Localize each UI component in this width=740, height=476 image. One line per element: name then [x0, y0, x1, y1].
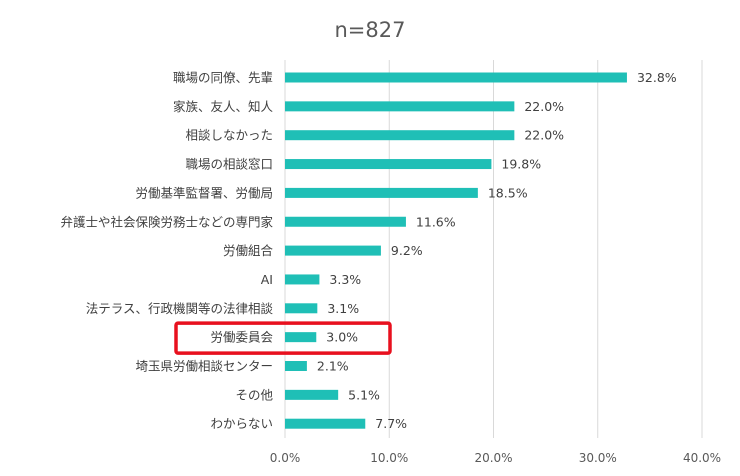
data-label: 18.5% — [488, 185, 528, 200]
data-label: 9.2% — [391, 243, 423, 258]
category-label: 労働基準監督署、労働局 — [135, 185, 273, 200]
bar — [285, 274, 320, 285]
x-tick-label: 30.0% — [579, 451, 617, 465]
category-label: その他 — [235, 387, 273, 402]
x-tick-label: 40.0% — [683, 451, 721, 465]
chart-title: n=827 — [335, 18, 406, 42]
category-label: 家族、友人、知人 — [173, 99, 274, 114]
bar — [285, 361, 307, 371]
bar — [285, 72, 627, 83]
x-tick-label: 10.0% — [370, 451, 408, 465]
x-tick-label: 20.0% — [474, 451, 512, 465]
data-label: 11.6% — [416, 214, 456, 229]
data-label: 3.0% — [326, 330, 358, 345]
bar — [285, 245, 381, 256]
category-label: 労働委員会 — [210, 330, 273, 345]
bar — [285, 130, 515, 141]
category-label: 職場の同僚、先輩 — [173, 70, 273, 85]
data-label: 32.8% — [637, 70, 677, 85]
value-labels: 32.8% 22.0% 22.0% 19.8% 18.5% 11.6% 9.2% 3.3% 3.… — [317, 70, 677, 431]
bar — [285, 101, 515, 112]
category-labels: 職場の同僚、先輩家族、友人、知人相談しなかった職場の相談窓口労働基準監督署、労働… — [60, 70, 273, 431]
bar — [285, 418, 366, 429]
category-label: 弁護士や社会保険労務士などの専門家 — [60, 214, 273, 229]
data-label: 22.0% — [524, 99, 564, 114]
category-label: わからない — [210, 416, 273, 431]
gridlines — [284, 60, 703, 438]
x-axis-ticks: 0.0% 10.0% 20.0% 30.0% 40.0% — [270, 451, 721, 465]
x-tick-label: 0.0% — [270, 451, 301, 465]
bar — [285, 389, 339, 400]
bar — [285, 332, 317, 343]
data-label: 3.3% — [329, 272, 361, 287]
category-label: 相談しなかった — [185, 128, 273, 143]
category-label: 労働組合 — [223, 243, 274, 258]
data-label: 19.8% — [501, 157, 541, 172]
data-label: 7.7% — [375, 416, 407, 431]
data-label: 22.0% — [524, 128, 564, 143]
data-label: 3.1% — [327, 301, 359, 316]
bar — [285, 187, 478, 198]
category-label: 埼玉県労働相談センター — [135, 359, 273, 374]
category-label: 法テラス、行政機関等の法律相談 — [86, 301, 274, 316]
bars — [285, 72, 627, 429]
data-label: 5.1% — [348, 387, 380, 402]
bar — [285, 303, 318, 314]
bar — [285, 159, 492, 170]
bar — [285, 216, 406, 227]
highlight-box — [174, 321, 392, 355]
category-label: 職場の相談窓口 — [185, 157, 273, 172]
data-label: 2.1% — [317, 359, 349, 374]
category-label: AI — [261, 272, 273, 287]
